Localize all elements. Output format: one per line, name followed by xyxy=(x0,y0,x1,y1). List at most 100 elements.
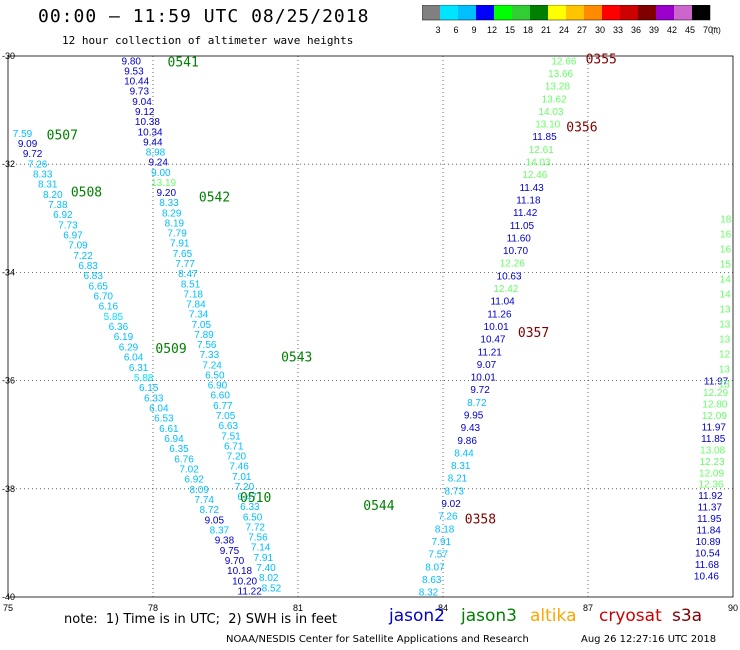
wave-height-value: 11.21 xyxy=(478,347,503,358)
wave-height-value: 7.20 xyxy=(235,482,255,493)
pass-time-label: 0543 xyxy=(281,350,312,365)
pass-time-label: 0542 xyxy=(199,191,230,206)
wave-height-value: 11.04 xyxy=(490,297,515,308)
wave-height-value: 16 xyxy=(720,229,732,240)
wave-height-value: 7.02 xyxy=(179,464,199,475)
wave-height-value: 7.46 xyxy=(229,462,249,473)
wave-height-value: 8.02 xyxy=(259,573,279,584)
wave-height-value: 9.80 xyxy=(122,56,142,67)
wave-height-value: 11.85 xyxy=(532,132,557,143)
wave-height-value: 13 xyxy=(719,364,731,375)
wave-height-value: 11.05 xyxy=(510,221,535,232)
pass-time-label: 0510 xyxy=(240,491,271,506)
wave-height-value: 12.46 xyxy=(522,170,547,181)
wave-height-value: 9.72 xyxy=(470,385,490,396)
wave-height-value: 10.34 xyxy=(138,127,163,138)
wave-height-value: 7.89 xyxy=(194,330,214,341)
footer-credit: NOAA/NESDIS Center for Satellite Applica… xyxy=(226,634,529,645)
wave-height-value: 9.05 xyxy=(205,515,225,526)
wave-height-value: 11.37 xyxy=(698,503,723,514)
color-scale-border xyxy=(422,5,711,21)
color-scale-label: 39 xyxy=(649,25,659,35)
wave-height-value: 12.29 xyxy=(703,388,728,399)
wave-height-value: 8.18 xyxy=(435,524,455,535)
wave-height-value: 6.94 xyxy=(164,434,184,445)
wave-height-value: 6.35 xyxy=(169,444,189,455)
wave-height-value: 11.60 xyxy=(507,233,532,244)
wave-height-value: 7.91 xyxy=(254,553,274,564)
wave-height-value: 6.04 xyxy=(124,353,144,364)
wave-height-value: 6.71 xyxy=(224,441,244,452)
wave-height-value: 6.50 xyxy=(243,512,263,523)
x-tick-label: 84 xyxy=(438,603,448,613)
wave-height-value: 13.66 xyxy=(548,69,573,80)
wave-height-value: 13 xyxy=(719,319,731,330)
wave-height-value: 6.29 xyxy=(119,342,139,353)
wave-height-value: 9.43 xyxy=(461,423,481,434)
wave-height-value: 6.04 xyxy=(149,403,169,414)
wave-height-value: 18 xyxy=(720,214,732,225)
color-scale-swatch xyxy=(638,5,656,20)
map-subtitle: 12 hour collection of altimeter wave hei… xyxy=(62,34,354,47)
wave-height-value: 8.33 xyxy=(159,198,179,209)
wave-height-value: 12.26 xyxy=(500,259,525,270)
wave-height-value: 8.37 xyxy=(210,525,230,536)
wave-height-value: 6.61 xyxy=(159,424,179,435)
wave-height-value: 13.62 xyxy=(542,94,567,105)
wave-height-value: 6.33 xyxy=(144,393,164,404)
color-scale-swatch xyxy=(458,5,476,20)
satellite-legend-cryosat: cryosat xyxy=(599,606,662,626)
wave-height-value: 10.38 xyxy=(135,117,160,128)
pass-time-label: 0509 xyxy=(155,342,186,357)
wave-height-value: 7.73 xyxy=(58,220,78,231)
wave-height-value: 6.83 xyxy=(83,271,103,282)
wave-height-value: 11.92 xyxy=(698,491,723,502)
color-scale-swatch xyxy=(422,5,440,20)
wave-height-value: 8.73 xyxy=(445,486,465,497)
wave-height-value: 6.19 xyxy=(114,332,134,343)
wave-height-value: 8.29 xyxy=(162,208,182,219)
pass-time-label: 0508 xyxy=(71,185,102,200)
wave-height-value: 9.07 xyxy=(477,360,497,371)
y-tick-label: -34 xyxy=(2,267,15,277)
note-text: note: 1) Time is in UTC; 2) SWH is in fe… xyxy=(64,612,337,627)
y-tick-label: -32 xyxy=(2,159,15,169)
wave-height-value: 6.92 xyxy=(184,475,204,486)
wave-height-value: 7.05 xyxy=(192,320,212,331)
satellite-legend-jason3: jason3 xyxy=(461,606,517,626)
wave-height-value: 6.47 xyxy=(237,492,257,503)
wave-height-value: 7.38 xyxy=(48,200,68,211)
wave-height-value: 7.57 xyxy=(428,550,448,561)
wave-height-value: 7.91 xyxy=(170,239,190,250)
wave-height-value: 8.09 xyxy=(189,485,209,496)
color-scale-label: 30 xyxy=(595,25,605,35)
x-tick-label: 87 xyxy=(583,603,593,613)
x-tick-label: 81 xyxy=(293,603,303,613)
wave-height-value: 7.26 xyxy=(28,159,48,170)
wave-height-value: 10.70 xyxy=(503,246,528,257)
color-scale-swatch xyxy=(584,5,602,20)
wave-height-value: 7.77 xyxy=(175,259,195,270)
wave-height-value: 11.97 xyxy=(704,377,729,388)
wave-height-value: 14 xyxy=(720,289,732,300)
wave-height-value: 7.79 xyxy=(167,229,187,240)
y-tick-label: -38 xyxy=(2,484,15,494)
color-scale-label: 27 xyxy=(577,25,587,35)
wave-height-value: 6.76 xyxy=(174,454,194,465)
wave-height-value: 8.63 xyxy=(422,575,442,586)
color-scale-label: 18 xyxy=(523,25,533,35)
wave-height-value: 8.33 xyxy=(33,170,53,181)
wave-height-value: 12.09 xyxy=(702,411,727,422)
wave-height-value: 13.08 xyxy=(700,445,725,456)
wave-height-value: 6.16 xyxy=(99,302,119,313)
wave-height-value: 13.19 xyxy=(151,178,176,189)
satellite-legend-s3a: s3a xyxy=(672,606,703,626)
wave-height-value: 6.90 xyxy=(208,381,228,392)
color-scale-swatch xyxy=(476,5,494,20)
wave-height-value: 6.15 xyxy=(139,383,159,394)
wave-height-value: 6.36 xyxy=(109,322,129,333)
wave-height-value: 7.24 xyxy=(202,360,222,371)
wave-height-value: 13 xyxy=(719,334,731,345)
wave-height-value: 10.20 xyxy=(232,576,257,587)
wave-height-value: 14.03 xyxy=(526,158,551,169)
